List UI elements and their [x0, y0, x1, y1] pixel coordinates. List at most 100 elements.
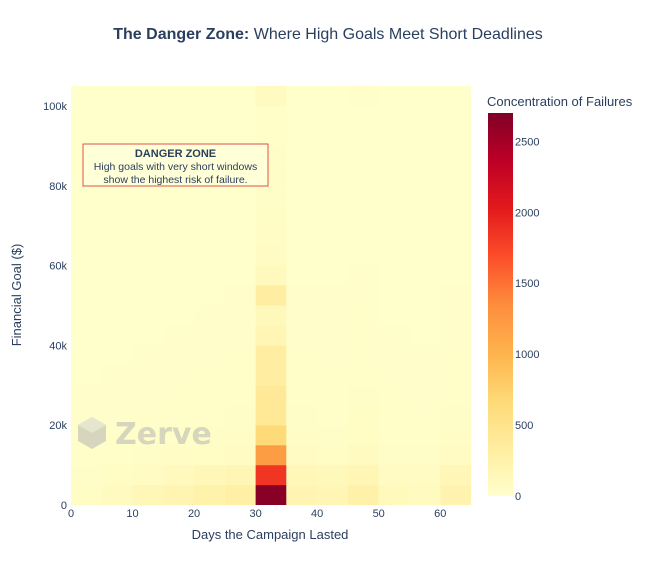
heatmap-cell [378, 325, 410, 346]
heatmap-cell [255, 445, 287, 466]
heatmap-cell [132, 305, 164, 326]
heatmap-cell [163, 185, 195, 206]
heatmap-cell [378, 285, 410, 306]
heatmap-cell [255, 405, 287, 426]
heatmap-cell [255, 105, 287, 126]
x-tick-label: 20 [188, 508, 200, 520]
heatmap-cell [255, 185, 287, 206]
heatmap-cell [286, 345, 318, 366]
heatmap-cell [347, 405, 379, 426]
heatmap-cell [224, 445, 256, 466]
colorbar-tick-label: 1500 [515, 278, 539, 290]
y-tick-label: 20k [49, 420, 67, 432]
heatmap-cell [440, 245, 471, 266]
heatmap-cell [317, 245, 348, 266]
heatmap-cell [101, 105, 133, 126]
watermark: Zerve [78, 417, 212, 452]
heatmap-cell [132, 405, 164, 426]
heatmap-cell [440, 325, 471, 346]
heatmap-cell [71, 245, 102, 266]
heatmap-cell [378, 265, 410, 286]
heatmap-cell [71, 225, 102, 246]
heatmap-cell [347, 465, 379, 486]
heatmap-cell [317, 425, 348, 446]
heatmap-cell [440, 445, 471, 466]
heatmap-cell [132, 265, 164, 286]
heatmap-cell [71, 325, 102, 346]
y-axis-label: Financial Goal ($) [9, 244, 24, 347]
annotation-box: DANGER ZONE High goals with very short w… [82, 143, 269, 187]
heatmap-cell [71, 445, 102, 466]
heatmap-cell [317, 345, 348, 366]
colorbar-tick-label: 0 [515, 491, 521, 503]
heatmap-cell [224, 265, 256, 286]
heatmap-cell [224, 245, 256, 266]
heatmap-cell [317, 105, 348, 126]
y-axis: 0 20k 40k 60k 80k 100k [43, 101, 67, 512]
heatmap-cell [347, 285, 379, 306]
heatmap-cell [378, 105, 410, 126]
heatmap-cell [132, 185, 164, 206]
colorbar-tick-label: 500 [515, 420, 533, 432]
heatmap-cell [101, 485, 133, 505]
heatmap-cell [224, 385, 256, 406]
heatmap-cell [440, 205, 471, 226]
heatmap-cell [71, 485, 102, 505]
heatmap-cell [255, 225, 287, 246]
heatmap-cell [132, 365, 164, 386]
annotation-title: DANGER ZONE [135, 148, 216, 160]
heatmap-cell [224, 425, 256, 446]
heatmap-cell [224, 86, 256, 106]
heatmap-cell [163, 365, 195, 386]
heatmap-cell [440, 405, 471, 426]
heatmap-cell [101, 345, 133, 366]
heatmap-cell [317, 305, 348, 326]
heatmap-cell [163, 385, 195, 406]
heatmap-cell [286, 105, 318, 126]
heatmap-cell [194, 325, 225, 346]
heatmap-cell [378, 305, 410, 326]
heatmap-cell [255, 385, 287, 406]
colorbar: Concentration of Failures 0 500 1000 1500 20… [487, 94, 633, 503]
y-tick-label: 0 [61, 500, 67, 512]
heatmap-cell [317, 445, 348, 466]
heatmap-cell [194, 86, 225, 106]
heatmap-cell [163, 86, 195, 106]
heatmap-cell [255, 86, 287, 106]
x-tick-label: 60 [434, 508, 446, 520]
heatmap-cell [347, 365, 379, 386]
heatmap-cell [347, 345, 379, 366]
heatmap-cell [440, 145, 471, 166]
heatmap-cell [317, 485, 348, 505]
heatmap-cell [101, 125, 133, 146]
heatmap-cell [71, 285, 102, 306]
heatmap-cell [286, 225, 318, 246]
heatmap-cell [409, 345, 441, 366]
heatmap-cell [224, 105, 256, 126]
heatmap-cell [286, 425, 318, 446]
heatmap-cell [409, 305, 441, 326]
heatmap-cell [101, 245, 133, 266]
colorbar-tick-label: 2500 [515, 136, 539, 148]
heatmap-cell [194, 185, 225, 206]
heatmap-cell [378, 245, 410, 266]
heatmap-cell [255, 205, 287, 226]
heatmap-cell [286, 245, 318, 266]
heatmap-cell [409, 265, 441, 286]
heatmap-cell [378, 425, 410, 446]
heatmap-cell [317, 405, 348, 426]
heatmap-cell [132, 385, 164, 406]
heatmap-cell [224, 125, 256, 146]
chart-title-rest: Where High Goals Meet Short Deadlines [249, 26, 542, 43]
heatmap-cell [317, 165, 348, 186]
heatmap-cell [409, 365, 441, 386]
heatmap-cell [163, 305, 195, 326]
heatmap-cell [71, 385, 102, 406]
heatmap-cell [194, 345, 225, 366]
y-tick-label: 100k [43, 101, 67, 113]
heatmap-cell [317, 465, 348, 486]
heatmap-cell [132, 425, 164, 446]
heatmap-cell [409, 425, 441, 446]
heatmap-cells [71, 86, 471, 505]
